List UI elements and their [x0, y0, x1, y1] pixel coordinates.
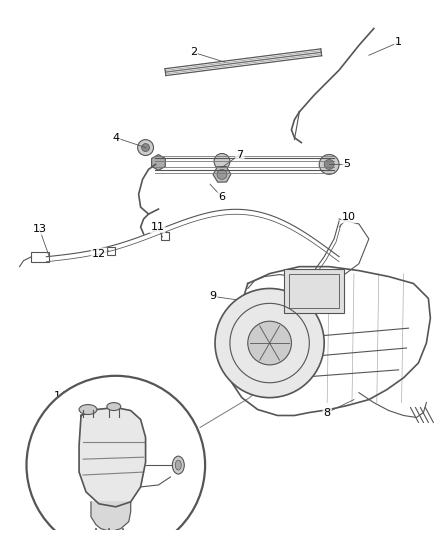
- Text: 12: 12: [92, 249, 106, 259]
- Ellipse shape: [175, 460, 181, 470]
- Text: 6: 6: [219, 192, 226, 202]
- Text: 8: 8: [324, 408, 331, 417]
- Text: 4: 4: [112, 133, 120, 143]
- Text: 11: 11: [151, 222, 165, 232]
- Ellipse shape: [79, 405, 97, 415]
- Circle shape: [324, 159, 334, 169]
- Text: 5: 5: [343, 159, 350, 169]
- Polygon shape: [91, 502, 131, 531]
- Ellipse shape: [173, 456, 184, 474]
- Bar: [162, 232, 170, 240]
- Text: 17: 17: [144, 500, 158, 510]
- Text: 14: 14: [54, 391, 68, 401]
- Bar: [285, 269, 344, 313]
- Text: 18: 18: [122, 522, 136, 531]
- Circle shape: [26, 376, 205, 533]
- Circle shape: [138, 140, 153, 156]
- Text: 9: 9: [209, 292, 217, 302]
- Text: 13: 13: [32, 224, 46, 234]
- Text: 15: 15: [176, 472, 190, 482]
- Ellipse shape: [107, 402, 121, 410]
- Polygon shape: [79, 408, 145, 507]
- Bar: [32, 252, 49, 262]
- Circle shape: [215, 288, 324, 398]
- Text: 2: 2: [190, 47, 197, 57]
- Circle shape: [217, 169, 227, 179]
- Text: 16: 16: [189, 482, 203, 492]
- Bar: [107, 247, 115, 255]
- Text: 1: 1: [395, 37, 402, 47]
- Circle shape: [214, 154, 230, 169]
- Text: 7: 7: [236, 150, 244, 159]
- Circle shape: [319, 155, 339, 174]
- Circle shape: [141, 143, 149, 151]
- Circle shape: [248, 321, 291, 365]
- Bar: [290, 273, 339, 308]
- Text: 10: 10: [342, 212, 356, 222]
